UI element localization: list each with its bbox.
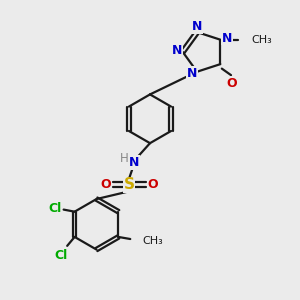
- Text: N: N: [192, 20, 202, 33]
- Text: N: N: [187, 67, 197, 80]
- Text: O: O: [100, 178, 111, 191]
- Text: N: N: [222, 32, 232, 45]
- Text: CH₃: CH₃: [142, 236, 163, 246]
- Text: N: N: [129, 156, 139, 169]
- Text: O: O: [148, 178, 158, 191]
- Text: Cl: Cl: [48, 202, 61, 214]
- Text: H: H: [119, 152, 128, 165]
- Text: Cl: Cl: [55, 250, 68, 262]
- Text: N: N: [172, 44, 182, 57]
- Text: S: S: [124, 177, 135, 192]
- Text: O: O: [226, 77, 237, 90]
- Text: CH₃: CH₃: [251, 35, 272, 45]
